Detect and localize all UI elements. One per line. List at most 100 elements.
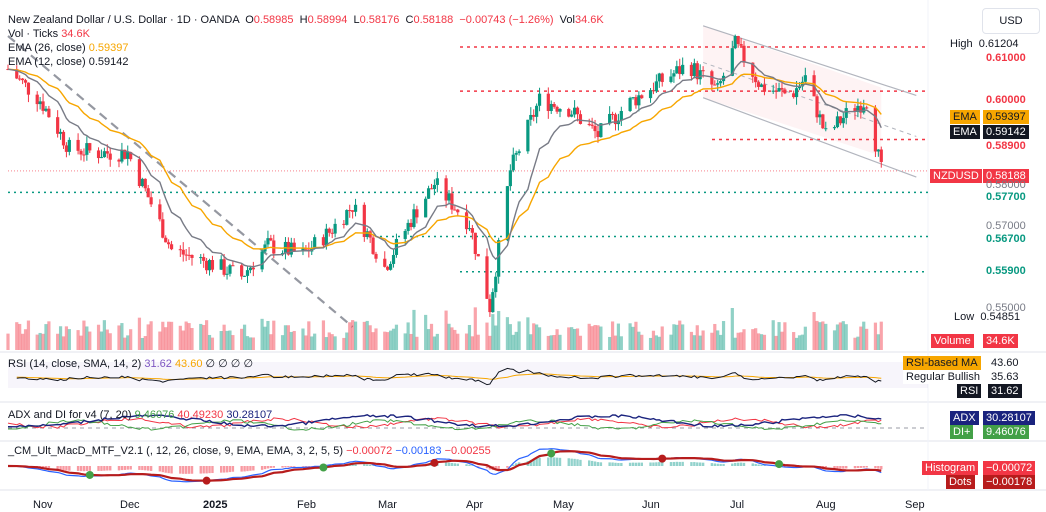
candle-body-32 (140, 178, 144, 187)
volume-bar-188 (777, 322, 781, 350)
volume-bar-103 (429, 323, 434, 350)
rsi-ma-tag: 43.60 (988, 356, 1022, 370)
candle-body-208 (859, 105, 863, 113)
macd-hist-value: −0.00072 (346, 445, 393, 457)
macd-hist-37 (161, 466, 164, 473)
ema12-legend[interactable]: EMA (12, close) 0.59142 (8, 56, 128, 69)
volume-bar-130 (537, 327, 542, 350)
volume-bar-209 (862, 321, 866, 350)
volume-bar-186 (771, 320, 775, 350)
macd-hist-204 (842, 466, 845, 469)
candle-body-13 (61, 131, 66, 146)
candle-body-53 (225, 273, 229, 275)
volume-bar-28 (123, 337, 127, 350)
ema26-legend[interactable]: EMA (26, close) 0.59397 (8, 42, 128, 55)
volume-bar-35 (149, 321, 153, 350)
candle-body-108 (450, 193, 454, 210)
volume-bar-78 (327, 332, 331, 350)
volume-bar-45 (190, 328, 194, 350)
candle-body-9 (44, 108, 48, 111)
volume-legend[interactable]: Vol · Ticks 34.6K (8, 28, 90, 41)
volume-bar-19 (85, 326, 89, 350)
adx-legend[interactable]: ADX and DI for v4 (7, 20) 9.46076 40.492… (8, 409, 272, 422)
volume-bar-162 (672, 324, 676, 350)
level-tag-4[interactable]: 0.57700 (983, 190, 1029, 204)
volume-bar-109 (453, 329, 457, 350)
volume-bar-105 (435, 333, 439, 350)
volume-bar-154 (637, 331, 641, 350)
macd-hist-65 (272, 466, 275, 468)
macd-hist-120 (497, 466, 500, 470)
macd-hist-48 (205, 466, 208, 474)
candle-body-25 (108, 153, 112, 160)
volume-bar-174 (719, 334, 723, 350)
macd-hist-67 (284, 466, 287, 468)
macd-hist-31 (138, 466, 141, 470)
volume-bar-99 (412, 309, 416, 350)
candle-body-189 (780, 88, 784, 90)
volume-bar-30 (129, 329, 133, 350)
macd-legend[interactable]: _CM_Ult_MacD_MTF_V2.1 (, 12, 26, close, … (8, 445, 491, 458)
macd-hist-161 (669, 462, 673, 466)
currency-button[interactable]: USD (982, 8, 1040, 34)
volume-bar-42 (181, 330, 185, 350)
level-tag-6[interactable]: 0.55900 (983, 264, 1029, 278)
rsi-legend[interactable]: RSI (14, close, SMA, 14, 2) 31.62 43.60 … (8, 358, 253, 371)
candle-body-98 (409, 222, 413, 228)
candle-body-137 (570, 114, 574, 117)
candle-body-151 (628, 97, 632, 111)
candle-body-80 (333, 223, 337, 234)
volume-bar-24 (105, 329, 109, 350)
candle-body-48 (205, 260, 209, 271)
volume-bar-54 (228, 330, 232, 350)
volume-bar-163 (675, 324, 679, 350)
macd-hist-201 (833, 466, 836, 469)
candle-body-60 (251, 267, 255, 270)
macd-hist-73 (307, 466, 311, 467)
candle-body-155 (640, 95, 644, 99)
volume-bar-68 (286, 325, 290, 350)
macd-hist-111 (465, 464, 468, 466)
candle-body-186 (771, 90, 775, 92)
macd-hist-175 (722, 464, 725, 466)
volume-bar-37 (161, 321, 165, 350)
di-minus-line (7, 417, 882, 429)
candle-body-212 (876, 149, 880, 152)
candle-body-26 (117, 159, 121, 162)
candle-body-3 (21, 78, 25, 81)
level-tag-2[interactable]: 0.60000 (983, 93, 1029, 107)
volume-bar-187 (774, 335, 778, 350)
macd-hist-168 (696, 462, 699, 466)
candle-body-22 (99, 157, 104, 159)
volume-bar-57 (242, 324, 247, 350)
candle-body-170 (701, 70, 705, 72)
low-marker: Low 0.54851 (954, 311, 1020, 324)
macd-hist-136 (567, 458, 570, 466)
candle-body-1 (15, 69, 19, 79)
volume-bar-48 (205, 320, 209, 350)
level-tag-5[interactable]: 0.56700 (983, 232, 1029, 246)
volume-bar-173 (716, 330, 720, 350)
volume-bar-189 (780, 331, 784, 350)
volume-bar-160 (660, 326, 664, 350)
macd-hist-185 (763, 465, 766, 466)
volume-bar-158 (654, 335, 658, 350)
candle-body-84 (351, 210, 355, 212)
macd-hist-57 (243, 466, 246, 472)
macd-line (7, 450, 882, 482)
level-tag-1[interactable]: 0.61000 (983, 51, 1029, 65)
candle-body-184 (759, 84, 764, 87)
volume-bar-112 (467, 324, 472, 350)
macd-hist-88 (368, 464, 372, 466)
macd-hist-49 (208, 466, 211, 474)
macd-hist-40 (170, 466, 173, 474)
candle-body-135 (558, 109, 562, 112)
volume-bar-212 (876, 334, 880, 350)
macd-hist-106 (444, 462, 448, 466)
macd-hist-132 (550, 457, 553, 466)
volume-bar-199 (821, 321, 825, 350)
macd-hist-206 (853, 466, 857, 469)
level-tag-3[interactable]: 0.58900 (983, 139, 1029, 153)
macd-hist-167 (693, 462, 696, 466)
